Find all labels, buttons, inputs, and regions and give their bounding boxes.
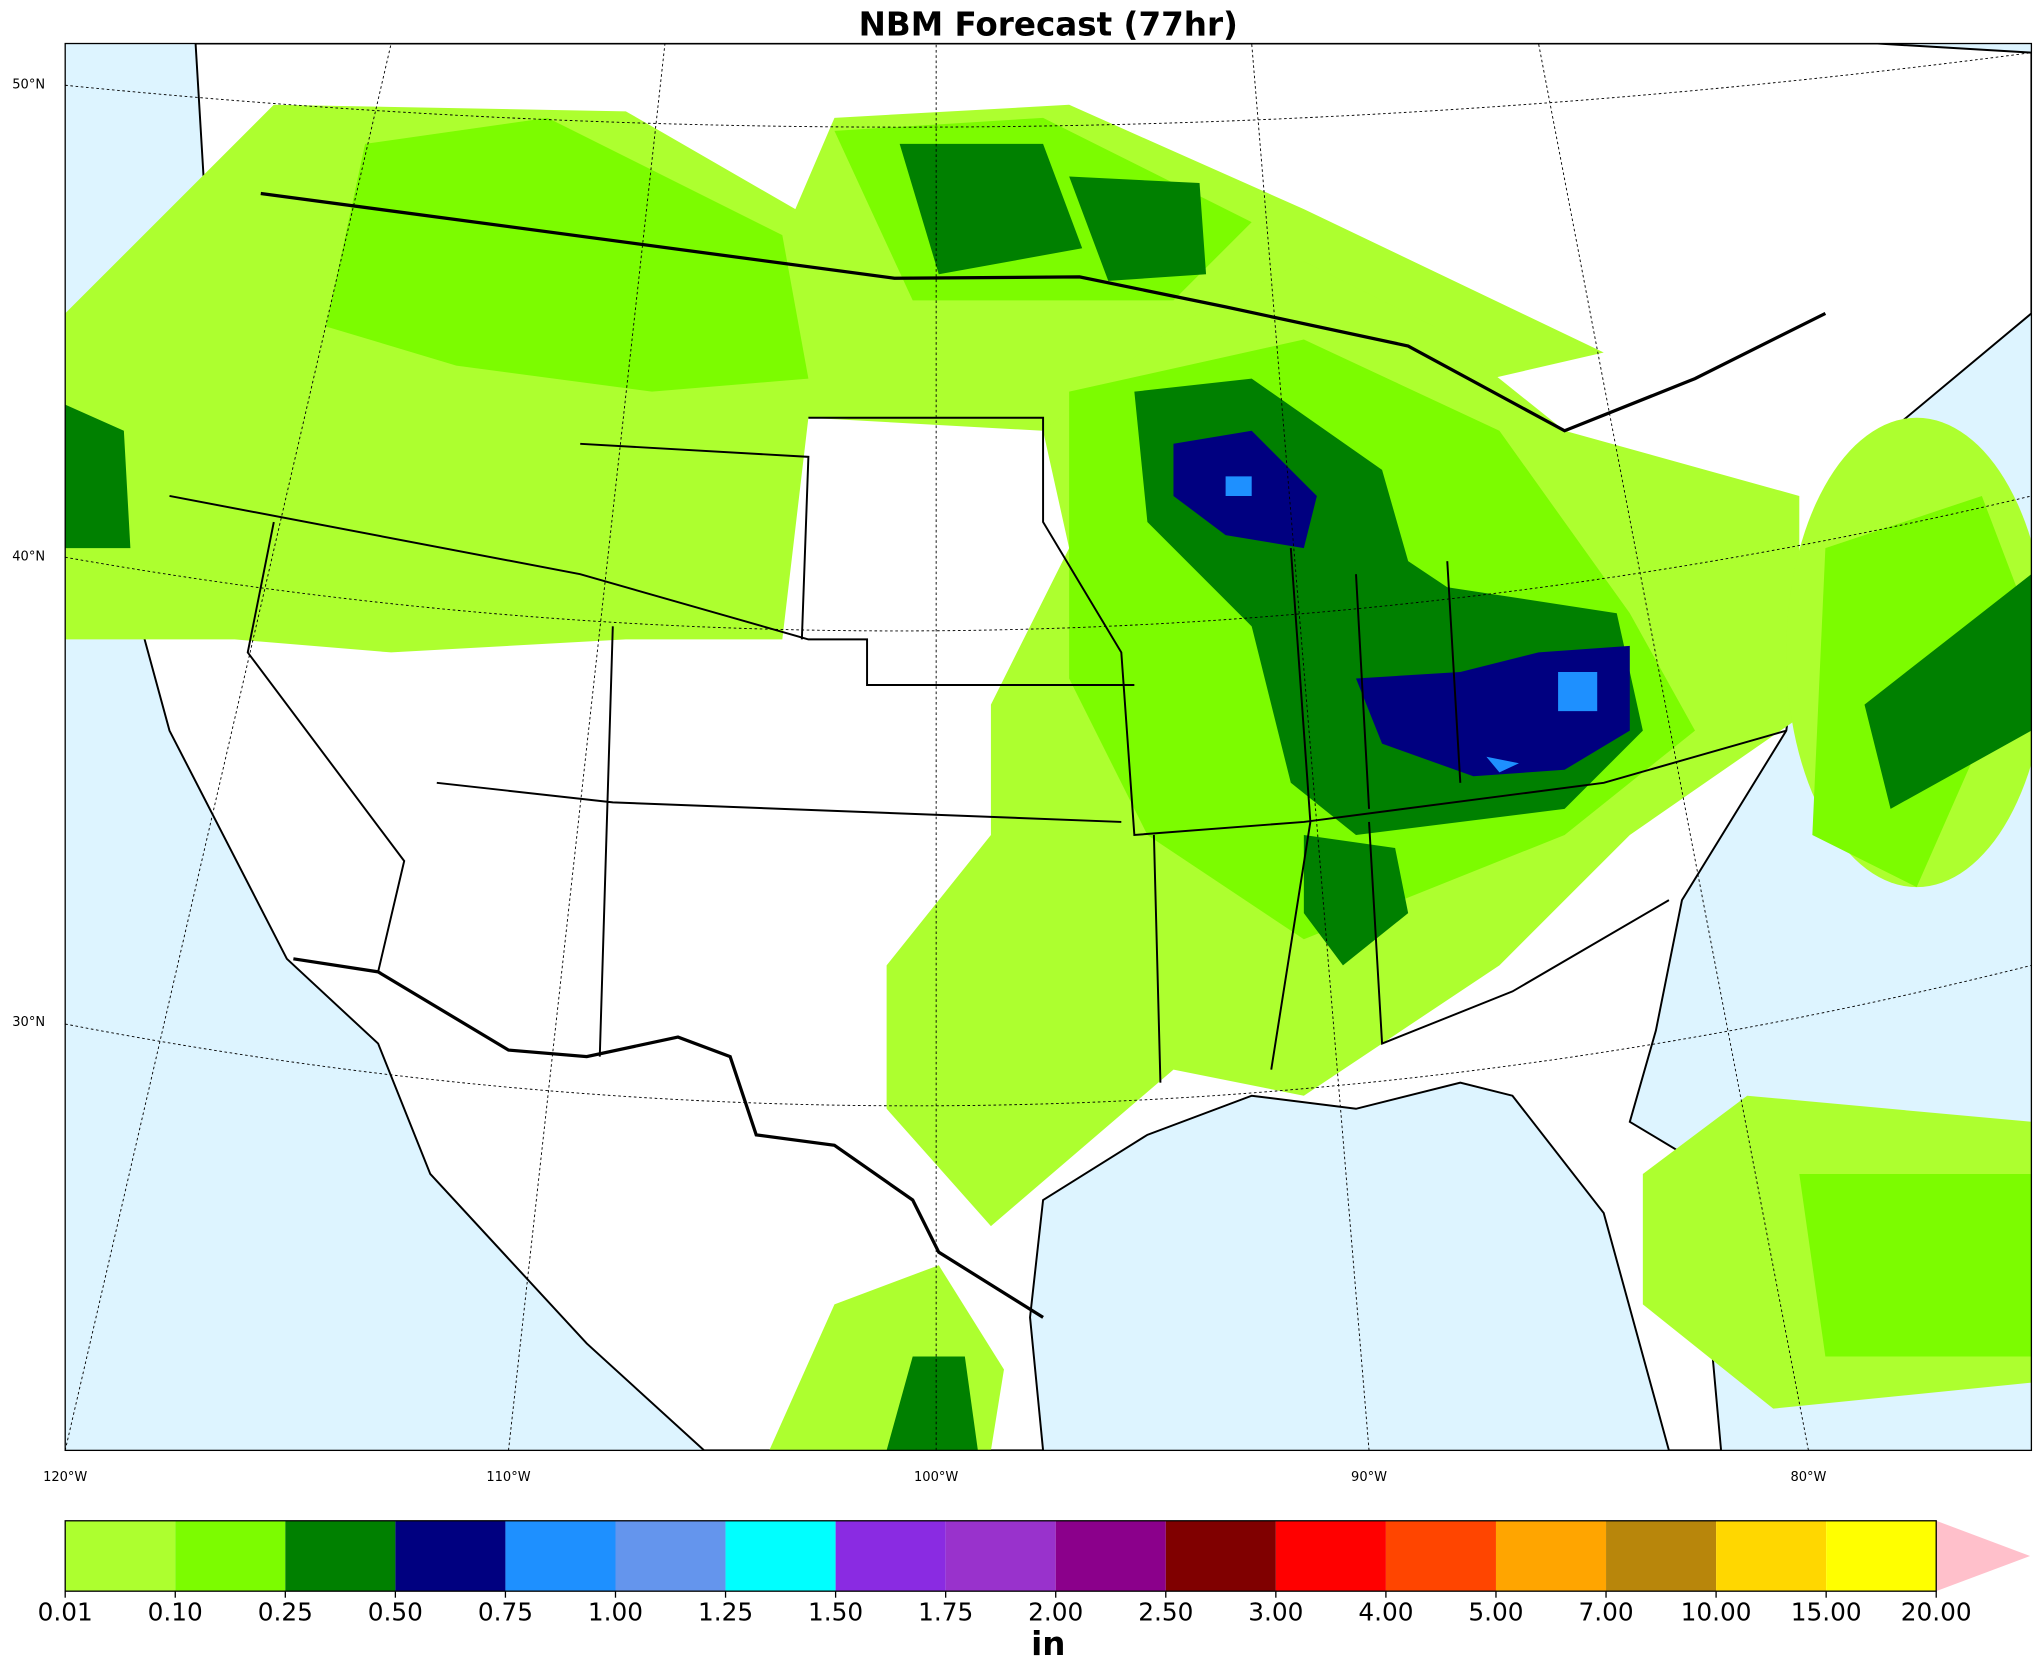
colorbar-tick-label: 1.75 — [918, 1597, 973, 1626]
precip-area — [1173, 430, 1630, 777]
colorbar-tick-label: 2.50 — [1138, 1597, 1193, 1626]
colorbar-swatch — [1385, 1520, 1496, 1592]
colorbar-swatch — [1606, 1520, 1717, 1592]
colorbar-swatch — [1826, 1520, 1937, 1592]
border — [260, 191, 1827, 1319]
colorbar-tick-label: 0.50 — [368, 1597, 423, 1626]
lon-label: 110°W — [486, 1470, 530, 1485]
lat-label: 40°N — [12, 550, 45, 565]
colorbar-tick-label: 4.00 — [1358, 1597, 1413, 1626]
lon-label: 120°W — [43, 1470, 87, 1485]
precip-area — [325, 117, 2032, 1357]
lon-label: 90°W — [1351, 1470, 1387, 1485]
map-frame — [64, 42, 2033, 1452]
map: 50°N 40°N 30°N 120°W 110°W 100°W 90°W 80… — [12, 42, 2033, 1485]
colorbar-swatch — [65, 1520, 176, 1592]
title: NBM Forecast (77hr) — [859, 6, 1238, 44]
colorbar-tick-label: 0.75 — [478, 1597, 533, 1626]
colorbar-tick-label: 5.00 — [1468, 1597, 1523, 1626]
colorbar-swatch — [945, 1520, 1056, 1592]
colorbar-tick-label: 2.00 — [1028, 1597, 1083, 1626]
colorbar-extend — [1936, 1520, 2031, 1592]
colorbar-tick-label: 1.25 — [698, 1597, 753, 1626]
colorbar-swatch — [505, 1520, 616, 1592]
colorbar-swatch — [285, 1520, 396, 1592]
colorbar-swatch — [1055, 1520, 1166, 1592]
colorbar-swatch — [175, 1520, 286, 1592]
lat-label: 30°N — [12, 1015, 45, 1030]
colorbar: in 0.01 0.10 0.25 0.50 0.75 1.00 1.25 1.50 1.75 2… — [38, 1520, 2031, 1663]
colorbar-swatch — [1275, 1520, 1386, 1592]
lon-label: 100°W — [914, 1470, 958, 1485]
colorbar-tick-label: 0.01 — [38, 1597, 93, 1626]
graticule — [65, 43, 2032, 1451]
colorbar-tick-label: 20.00 — [1901, 1597, 1972, 1626]
colorbar-tick-label: 3.00 — [1248, 1597, 1303, 1626]
state-line — [169, 416, 1787, 1083]
colorbar-swatch — [1495, 1520, 1607, 1592]
colorbar-swatch — [725, 1520, 836, 1592]
lat-label: 50°N — [12, 78, 45, 93]
colorbar-swatch — [1165, 1520, 1276, 1592]
colorbar-frame — [64, 1520, 1937, 1592]
colorbar-tick-label: 1.00 — [588, 1597, 643, 1626]
colorbar-swatch — [615, 1520, 726, 1592]
lon-label: 80°W — [1790, 1470, 1826, 1485]
colorbar-tick-label: 7.00 — [1578, 1597, 1633, 1626]
colorbar-unit: in — [1031, 1625, 1065, 1663]
colorbar-swatch — [395, 1520, 506, 1592]
colorbar-tick-label: 15.00 — [1791, 1597, 1862, 1626]
colorbar-tick-label: 0.25 — [258, 1597, 313, 1626]
colorbar-swatch — [835, 1520, 946, 1592]
colorbar-swatch — [1716, 1520, 1827, 1592]
colorbar-tick-label: 0.10 — [148, 1597, 203, 1626]
colorbar-tick-label: 10.00 — [1681, 1597, 1752, 1626]
colorbar-tick-label: 1.50 — [808, 1597, 863, 1626]
